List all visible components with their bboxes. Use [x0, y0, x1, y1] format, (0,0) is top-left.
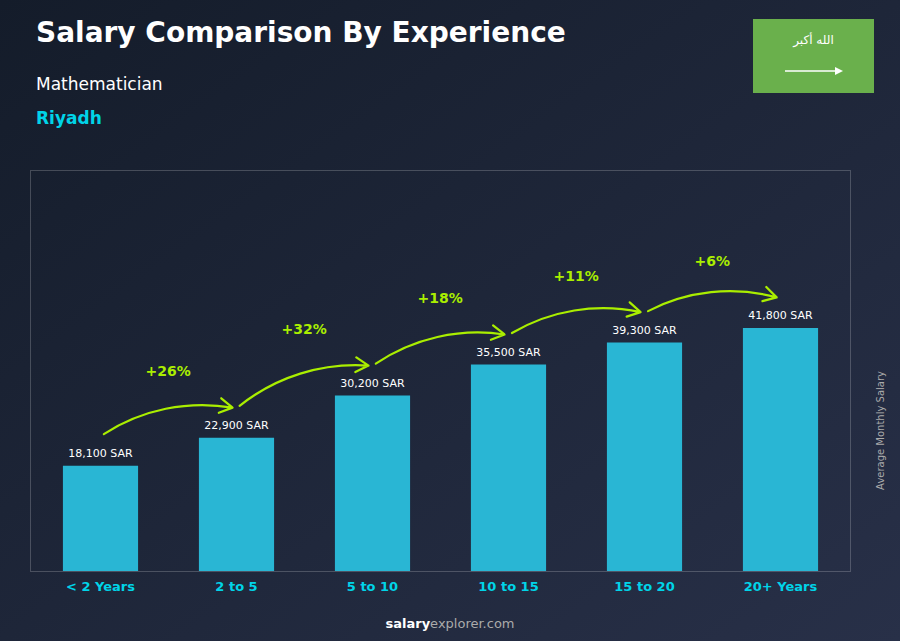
svg-text:+6%: +6%	[694, 253, 730, 269]
svg-text:10 to 15: 10 to 15	[478, 579, 538, 594]
svg-text:30,200 SAR: 30,200 SAR	[340, 377, 405, 390]
svg-text:2 to 5: 2 to 5	[215, 579, 257, 594]
svg-text:Average Monthly Salary: Average Monthly Salary	[875, 371, 886, 490]
svg-text:35,500 SAR: 35,500 SAR	[476, 346, 541, 359]
svg-text:< 2 Years: < 2 Years	[66, 579, 135, 594]
svg-text:22,900 SAR: 22,900 SAR	[204, 419, 269, 432]
html-text:الله أكبر: الله أكبر	[793, 33, 834, 47]
svg-text:18,100 SAR: 18,100 SAR	[68, 447, 133, 460]
svg-text:+18%: +18%	[418, 290, 463, 306]
svg-text:39,300 SAR: 39,300 SAR	[612, 324, 677, 337]
html-text:Mathematician: Mathematician	[36, 74, 163, 94]
svg-text:5 to 10: 5 to 10	[347, 579, 398, 594]
html-text:Riyadh: Riyadh	[36, 108, 102, 128]
svg-text:20+ Years: 20+ Years	[744, 579, 818, 594]
svg-text:15 to 20: 15 to 20	[614, 579, 674, 594]
svg-text:41,800 SAR: 41,800 SAR	[748, 309, 813, 322]
html-text:Salary Comparison By Experienc: Salary Comparison By Experience	[36, 16, 566, 49]
html-text:salary explorer.com: salary explorer.com	[385, 616, 515, 631]
svg-text:+26%: +26%	[146, 363, 191, 379]
svg-text:+32%: +32%	[282, 321, 327, 337]
svg-text:+11%: +11%	[554, 268, 599, 284]
